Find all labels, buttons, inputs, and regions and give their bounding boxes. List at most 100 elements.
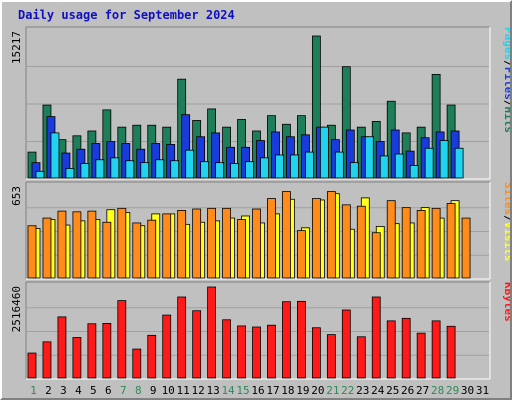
bar-pages-day-23 <box>364 136 374 179</box>
bar-kbytes-day-22 <box>341 309 351 379</box>
x-tick-label-day-22: 22 <box>341 384 354 397</box>
bar-sites-day-2 <box>42 217 52 279</box>
bar-sites-day-24 <box>371 232 381 279</box>
bar-pages-day-7 <box>125 160 135 179</box>
x-tick-label-day-23: 23 <box>356 384 369 397</box>
bar-sites-day-12 <box>192 208 202 279</box>
bar-sites-day-13 <box>207 207 217 279</box>
bar-kbytes-day-13 <box>207 286 217 379</box>
bar-pages-day-11 <box>185 149 195 179</box>
bar-kbytes-day-4 <box>72 337 82 379</box>
bar-pages-day-3 <box>65 168 75 179</box>
bar-sites-day-26 <box>401 207 411 279</box>
x-tick-label-day-21: 21 <box>326 384 339 397</box>
x-tick-label-day-20: 20 <box>311 384 324 397</box>
bar-kbytes-day-25 <box>386 320 396 379</box>
bar-pages-day-5 <box>95 159 105 179</box>
chart-title: Daily usage for September 2024 <box>18 8 235 22</box>
bar-kbytes-day-1 <box>27 352 37 379</box>
bar-sites-day-6 <box>102 221 112 279</box>
x-tick-label-day-7: 7 <box>120 384 127 397</box>
x-tick-label-day-8: 8 <box>135 384 142 397</box>
bar-sites-day-7 <box>117 207 127 279</box>
bar-sites-day-29 <box>446 203 456 279</box>
bar-pages-day-8 <box>140 162 150 179</box>
bar-pages-day-2 <box>50 132 60 179</box>
x-tick-label-day-28: 28 <box>431 384 444 397</box>
x-tick-label-day-13: 13 <box>206 384 219 397</box>
bar-pages-day-4 <box>80 163 90 179</box>
bar-kbytes-day-2 <box>42 341 52 379</box>
y-axis-max-label-visits: 653 <box>10 186 23 206</box>
legend-visits: Sites/Visits <box>502 182 510 262</box>
bar-pages-day-25 <box>394 153 404 179</box>
bar-pages-day-1 <box>35 170 45 179</box>
bar-pages-day-29 <box>454 147 464 179</box>
legend-entry: / <box>502 100 510 107</box>
bar-pages-day-12 <box>200 161 210 179</box>
x-tick-label-day-4: 4 <box>75 384 82 397</box>
bar-sites-day-8 <box>132 222 142 279</box>
bar-sites-day-15 <box>237 219 246 279</box>
bar-kbytes-day-17 <box>267 324 276 379</box>
x-tick-label-day-29: 29 <box>446 384 459 397</box>
bar-kbytes-day-26 <box>401 317 411 379</box>
bar-kbytes-day-23 <box>356 336 366 379</box>
bar-pages-day-18 <box>290 154 299 179</box>
bar-pages-day-21 <box>334 151 344 179</box>
legend-entry: Visits <box>502 222 510 262</box>
x-tick-label-day-25: 25 <box>386 384 399 397</box>
bar-pages-day-16 <box>260 157 269 179</box>
legend-entry: Pages <box>502 27 510 60</box>
legend-entry: / <box>502 215 510 222</box>
bar-kbytes-day-18 <box>282 301 291 379</box>
x-tick-label-day-16: 16 <box>251 384 264 397</box>
bar-kbytes-day-20 <box>311 327 321 379</box>
bar-sites-day-5 <box>87 210 97 279</box>
x-tick-label-day-10: 10 <box>162 384 175 397</box>
bar-sites-day-22 <box>341 204 351 279</box>
bar-pages-day-13 <box>215 162 225 179</box>
bar-sites-day-20 <box>311 198 321 279</box>
bar-sites-day-23 <box>356 205 366 279</box>
bar-kbytes-day-19 <box>297 300 306 379</box>
bar-sites-day-28 <box>431 207 441 279</box>
bar-sites-day-25 <box>386 200 396 279</box>
x-tick-label-day-15: 15 <box>236 384 249 397</box>
x-tick-label-day-26: 26 <box>401 384 414 397</box>
x-tick-label-day-14: 14 <box>221 384 235 397</box>
bar-sites-day-3 <box>57 210 67 279</box>
legend-entry: Files <box>502 67 510 100</box>
x-tick-label-day-2: 2 <box>45 384 52 397</box>
bar-sites-day-10 <box>162 213 172 279</box>
y-axis-max-label-traffic: 15217 <box>10 31 23 64</box>
bar-kbytes-day-3 <box>57 316 67 379</box>
bar-kbytes-day-9 <box>147 334 157 379</box>
bar-kbytes-day-8 <box>132 348 142 379</box>
x-tick-label-day-11: 11 <box>177 384 190 397</box>
bar-pages-day-24 <box>379 155 389 179</box>
bar-sites-day-30 <box>461 217 471 279</box>
bar-pages-day-28 <box>439 140 449 179</box>
bar-kbytes-day-16 <box>252 326 261 379</box>
legend-entry: Sites <box>502 182 510 215</box>
bar-pages-day-9 <box>155 159 165 179</box>
x-tick-label-day-19: 19 <box>296 384 309 397</box>
bar-kbytes-day-5 <box>87 323 97 379</box>
bar-kbytes-day-28 <box>431 320 441 379</box>
bar-kbytes-day-10 <box>162 314 172 379</box>
bar-pages-day-14 <box>230 163 239 179</box>
x-tick-label-day-12: 12 <box>192 384 205 397</box>
legend-entry: / <box>502 60 510 67</box>
x-tick-label-day-24: 24 <box>371 384 385 397</box>
x-tick-label-day-18: 18 <box>281 384 294 397</box>
y-axis-max-label-kbytes: 2516460 <box>10 286 23 332</box>
bar-kbytes-day-7 <box>117 300 127 379</box>
bar-kbytes-day-11 <box>177 296 187 379</box>
bar-kbytes-day-29 <box>446 325 456 379</box>
bar-pages-day-10 <box>170 160 180 179</box>
x-tick-label-day-27: 27 <box>416 384 429 397</box>
bar-sites-day-9 <box>147 219 157 279</box>
